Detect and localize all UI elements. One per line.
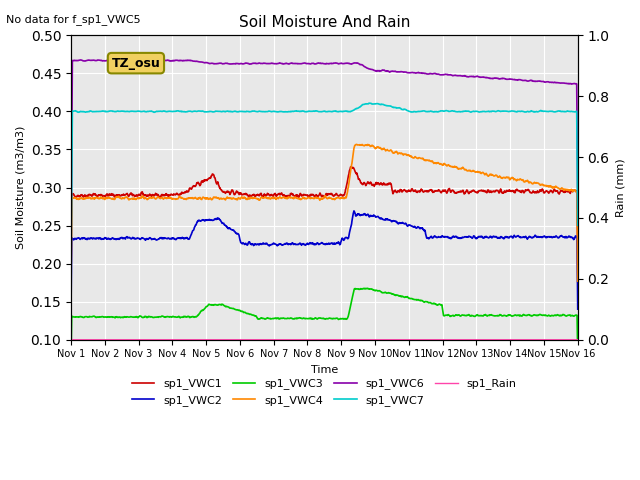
sp1_Rain	[106, 337, 114, 343]
sp1_VWC1	[282, 193, 290, 199]
Line: sp1_VWC4: sp1_VWC4	[71, 144, 578, 286]
sp1_VWC7	[365, 100, 373, 106]
sp1_Rain	[302, 337, 310, 343]
sp1_Rain	[292, 337, 300, 343]
Legend: sp1_VWC1, sp1_VWC2, sp1_VWC3, sp1_VWC4, sp1_VWC6, sp1_VWC7, sp1_Rain: sp1_VWC1, sp1_VWC2, sp1_VWC3, sp1_VWC4, …	[128, 374, 521, 410]
sp1_VWC6	[127, 57, 134, 63]
Title: Soil Moisture And Rain: Soil Moisture And Rain	[239, 15, 410, 30]
sp1_VWC3	[356, 287, 364, 292]
sp1_VWC6	[148, 57, 156, 62]
sp1_VWC7	[127, 108, 134, 114]
Line: sp1_VWC6: sp1_VWC6	[71, 60, 578, 238]
sp1_VWC2	[282, 240, 290, 246]
sp1_VWC7	[67, 261, 75, 266]
sp1_VWC2	[127, 236, 134, 242]
sp1_VWC1	[106, 192, 114, 198]
sp1_VWC1	[67, 280, 75, 286]
sp1_VWC1	[292, 192, 300, 198]
sp1_VWC4	[364, 142, 372, 147]
sp1_VWC4	[574, 278, 582, 284]
sp1_VWC6	[302, 60, 310, 66]
sp1_VWC7	[292, 108, 300, 114]
sp1_VWC4	[67, 283, 75, 288]
sp1_VWC2	[106, 237, 114, 242]
sp1_Rain	[127, 337, 134, 343]
Y-axis label: Rain (mm): Rain (mm)	[615, 158, 625, 217]
sp1_VWC7	[282, 109, 290, 115]
sp1_VWC1	[356, 177, 364, 183]
sp1_VWC7	[574, 222, 582, 228]
sp1_VWC4	[106, 195, 114, 201]
sp1_VWC3	[574, 353, 582, 359]
sp1_VWC6	[282, 60, 290, 66]
sp1_VWC3	[364, 286, 372, 291]
Line: sp1_VWC1: sp1_VWC1	[71, 167, 578, 283]
sp1_VWC2	[356, 212, 364, 218]
sp1_VWC6	[293, 61, 301, 67]
sp1_VWC4	[356, 142, 364, 148]
X-axis label: Time: Time	[311, 365, 338, 375]
sp1_VWC4	[282, 195, 290, 201]
sp1_VWC7	[106, 108, 114, 114]
sp1_VWC1	[127, 190, 134, 196]
Line: sp1_VWC3: sp1_VWC3	[71, 288, 578, 357]
sp1_VWC6	[356, 61, 364, 67]
sp1_VWC4	[302, 195, 310, 201]
sp1_VWC6	[67, 235, 75, 241]
sp1_Rain	[282, 337, 290, 343]
sp1_Rain	[67, 337, 75, 343]
sp1_VWC4	[292, 195, 300, 201]
sp1_VWC2	[292, 241, 300, 247]
sp1_VWC2	[67, 306, 75, 312]
sp1_VWC3	[302, 315, 310, 321]
sp1_VWC7	[356, 104, 364, 110]
sp1_VWC6	[574, 205, 582, 211]
sp1_VWC3	[106, 314, 114, 320]
sp1_Rain	[356, 337, 364, 343]
Line: sp1_VWC7: sp1_VWC7	[71, 103, 578, 264]
sp1_Rain	[574, 337, 582, 343]
sp1_VWC4	[127, 196, 134, 202]
Text: No data for f_sp1_VWC5: No data for f_sp1_VWC5	[6, 14, 141, 25]
Text: TZ_osu: TZ_osu	[111, 57, 160, 70]
sp1_VWC1	[302, 192, 310, 198]
sp1_VWC2	[302, 242, 310, 248]
sp1_VWC3	[282, 316, 290, 322]
sp1_VWC3	[292, 315, 300, 321]
sp1_VWC6	[106, 58, 114, 63]
sp1_VWC2	[574, 306, 582, 312]
sp1_VWC1	[347, 164, 355, 170]
Y-axis label: Soil Moisture (m3/m3): Soil Moisture (m3/m3)	[15, 126, 25, 249]
sp1_VWC2	[350, 208, 358, 214]
sp1_VWC1	[574, 279, 582, 285]
Line: sp1_VWC2: sp1_VWC2	[71, 211, 578, 309]
sp1_VWC3	[127, 314, 134, 320]
sp1_VWC7	[302, 109, 310, 115]
sp1_VWC3	[67, 354, 75, 360]
